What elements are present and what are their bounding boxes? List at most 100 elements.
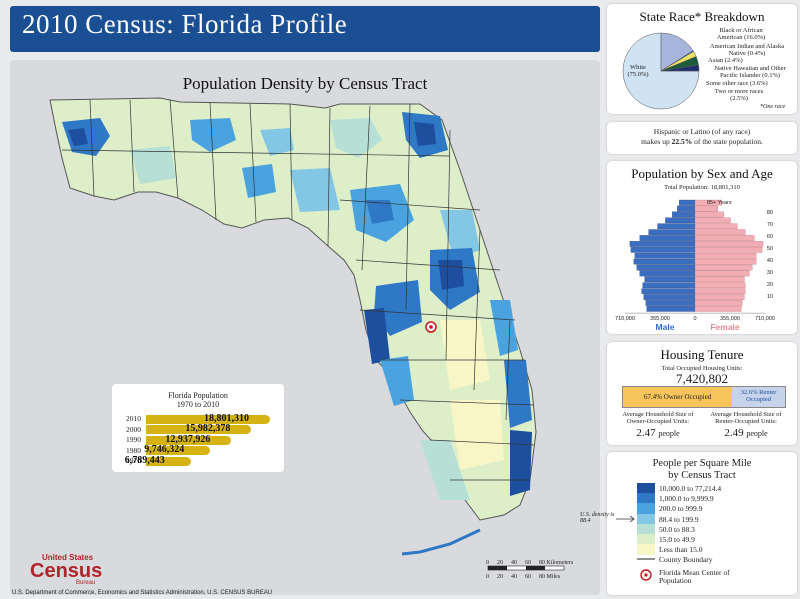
scale-mi-ticks: 0 20 40 60 80 Miles bbox=[486, 574, 568, 580]
pyramid-male-bar bbox=[677, 205, 696, 212]
mean-center-label: Florida Mean Center of Population bbox=[659, 568, 730, 585]
history-year: 1990 bbox=[126, 435, 141, 444]
density-patches bbox=[62, 112, 532, 500]
pyramid-male-bar bbox=[641, 288, 696, 294]
history-value: 12,937,926 bbox=[165, 433, 211, 445]
history-bar bbox=[146, 446, 211, 455]
scale-tick: 0 bbox=[486, 560, 489, 566]
x-tick-right: 710,000 bbox=[755, 316, 775, 322]
pyramid-total: Total Population: 18,801,310 bbox=[664, 184, 740, 191]
legend-label: 1,000.0 to 9,999.9 bbox=[659, 494, 714, 504]
pie-label-black: Black or African American (16.0%) bbox=[716, 27, 766, 41]
pyramid-male-bar bbox=[633, 258, 696, 265]
history-year: 2010 bbox=[126, 414, 141, 423]
owner-avg: 2.47 people bbox=[618, 427, 698, 439]
pyramid-female-bar bbox=[694, 264, 753, 271]
scale-km-ticks: 0 20 40 60 80 Kilometers bbox=[486, 560, 581, 566]
legend-label: 15.0 to 49.9 bbox=[659, 535, 695, 544]
logo-line3: Bureau bbox=[76, 580, 96, 586]
legend-label: 50.0 to 88.3 bbox=[659, 524, 695, 534]
race-footnote: *One race bbox=[760, 104, 786, 110]
pyramid-male-bar bbox=[630, 247, 696, 253]
age-tick: 60 bbox=[767, 234, 773, 240]
age-tick: 30 bbox=[767, 270, 773, 276]
age-tick: 10 bbox=[767, 294, 773, 300]
pyramid-male-bar bbox=[648, 229, 696, 235]
pyramid-female-bar bbox=[694, 235, 755, 241]
scale-tick: 60 bbox=[525, 574, 531, 580]
history-value: 6,789,443 bbox=[124, 454, 165, 466]
pyramid-male-bar bbox=[665, 217, 696, 224]
scale-tick: 20 bbox=[497, 574, 503, 580]
hispanic-pre: makes up bbox=[641, 137, 672, 146]
race-title: State Race* Breakdown bbox=[639, 9, 765, 24]
pyramid-female-bar bbox=[694, 288, 746, 294]
pyramid-female-bar bbox=[694, 229, 746, 235]
county-boundaries bbox=[61, 99, 535, 481]
legend-swatch bbox=[637, 513, 655, 525]
age-label-top: 85+ Years bbox=[707, 200, 732, 206]
scale-km: 0 20 40 60 80 Kilometers bbox=[486, 560, 596, 566]
x-tick-left: 0 bbox=[693, 316, 696, 322]
male-label: Male bbox=[656, 322, 675, 332]
hispanic-text: Hispanic or Latino (of any race) makes u… bbox=[607, 127, 797, 147]
pyramid-title: Population by Sex and Age bbox=[631, 166, 773, 181]
scale-tick: 40 bbox=[511, 560, 517, 566]
pie-label-two: Two or more races (2.5%) bbox=[714, 88, 764, 102]
hispanic-post: of the state population. bbox=[692, 137, 763, 146]
legend-swatch bbox=[637, 523, 655, 535]
census-logo: United States Census Bureau bbox=[30, 553, 102, 586]
owner-avg-value: 2.47 bbox=[636, 427, 656, 439]
pyramid-male-bar bbox=[679, 199, 696, 206]
history-bar bbox=[146, 414, 270, 424]
scale-tick: 80 Miles bbox=[539, 574, 561, 580]
scale-mi: 0 20 40 60 80 Miles bbox=[486, 574, 596, 580]
pyramid-male-bar bbox=[642, 282, 696, 289]
pyramid-male-bar bbox=[639, 235, 696, 241]
age-tick: 40 bbox=[767, 258, 773, 264]
pyramid-female-bar bbox=[694, 199, 722, 206]
pyramid-chart: 85+ Years 80 70 60 50 40 30 20 10 710,000 355,000 0… bbox=[615, 199, 775, 332]
legend-label: 88.4 to 199.9 bbox=[659, 514, 699, 524]
pyramid-female-bar bbox=[694, 300, 743, 306]
legend-label: Less than 15.0 bbox=[659, 545, 703, 555]
history-title-line1: Florida Population bbox=[168, 391, 228, 400]
history-year: 1970 bbox=[126, 456, 141, 465]
legend-swatch bbox=[637, 483, 655, 494]
legend-title-line1: People per Square Mile bbox=[652, 458, 752, 469]
owner-avg-label: Average Household Size of Owner-Occupied… bbox=[622, 411, 694, 425]
logo-line2: Census bbox=[30, 560, 103, 582]
owner-bar bbox=[623, 387, 733, 407]
florida-density-map[interactable] bbox=[10, 60, 600, 595]
legend-swatch bbox=[637, 544, 655, 556]
renter-avg-unit: people bbox=[746, 429, 768, 438]
pyramid-male-bar bbox=[636, 264, 696, 271]
history-bar bbox=[146, 435, 232, 445]
pyramid-female-bar bbox=[694, 247, 763, 253]
race-pie-chart bbox=[622, 32, 700, 110]
x-tick-left: 710,000 bbox=[615, 316, 635, 322]
renter-avg-value: 2.49 bbox=[724, 427, 744, 439]
age-tick: 20 bbox=[767, 282, 773, 288]
history-year: 2000 bbox=[126, 424, 141, 434]
page-title: 2010 Census: Florida Profile bbox=[22, 9, 348, 39]
pie-slices bbox=[622, 32, 700, 110]
pyramid-male-bar bbox=[643, 294, 696, 300]
housing-total-label: Total Occupied Housing Units: bbox=[661, 365, 743, 372]
history-bar bbox=[146, 456, 191, 466]
pyramid-male-bar bbox=[646, 306, 696, 312]
pie-label-asian: Asian (2.4%) bbox=[708, 57, 743, 64]
history-title: Florida Population 1970 to 2010 bbox=[112, 391, 284, 409]
scale-tick: 60 bbox=[525, 560, 531, 566]
legend-title-line2: by Census Tract bbox=[668, 470, 736, 481]
housing-total: 7,420,802 bbox=[676, 371, 728, 386]
pyramid-male-bar bbox=[639, 270, 696, 277]
x-tick-right: 355,000 bbox=[720, 316, 740, 322]
pyramid-female-bar bbox=[694, 282, 746, 289]
pyramid-male-bar bbox=[629, 241, 696, 247]
hispanic-line1: Hispanic or Latino (of any race) bbox=[653, 127, 751, 136]
pie-label-aian: American Indian and Alaska Native (0.4%) bbox=[709, 43, 785, 57]
age-tick: 80 bbox=[767, 210, 773, 216]
pie-slice-6 bbox=[660, 64, 700, 72]
x-tick-left: 355,000 bbox=[650, 316, 670, 322]
